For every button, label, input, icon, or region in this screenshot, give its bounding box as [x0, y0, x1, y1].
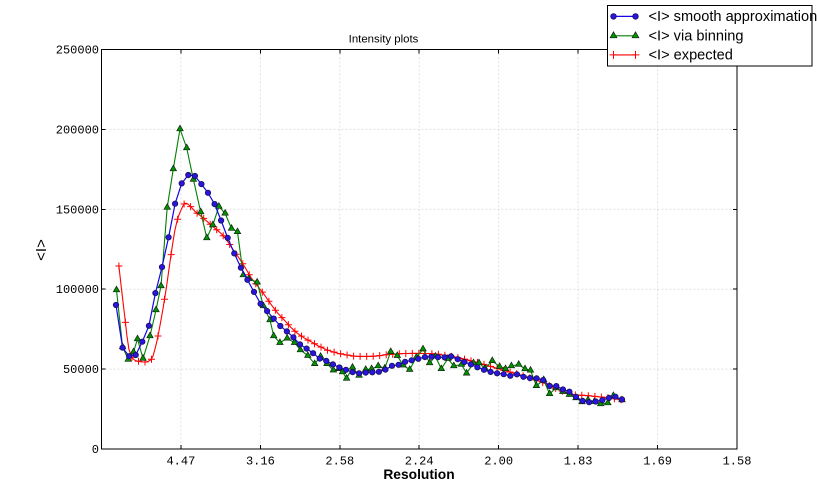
svg-text:<I>: <I>: [33, 239, 50, 261]
svg-text:50000: 50000: [63, 363, 99, 377]
svg-text:1.58: 1.58: [723, 455, 752, 469]
svg-text:250000: 250000: [56, 44, 99, 58]
svg-text:1.69: 1.69: [643, 455, 672, 469]
svg-text:150000: 150000: [56, 203, 99, 217]
svg-text:Resolution: Resolution: [383, 467, 454, 482]
svg-text:Intensity plots: Intensity plots: [349, 34, 419, 46]
svg-text:3.16: 3.16: [246, 455, 275, 469]
svg-text:2.00: 2.00: [484, 455, 513, 469]
svg-text:1.83: 1.83: [564, 455, 593, 469]
svg-text:<I> via binning: <I> via binning: [649, 28, 744, 44]
svg-text:<I> expected: <I> expected: [649, 48, 733, 64]
svg-text:100000: 100000: [56, 283, 99, 297]
svg-text:<I> smooth approximation: <I> smooth approximation: [649, 9, 817, 25]
svg-text:4.47: 4.47: [166, 455, 195, 469]
svg-text:2.58: 2.58: [325, 455, 354, 469]
svg-text:0: 0: [92, 443, 99, 457]
svg-text:200000: 200000: [56, 123, 99, 137]
